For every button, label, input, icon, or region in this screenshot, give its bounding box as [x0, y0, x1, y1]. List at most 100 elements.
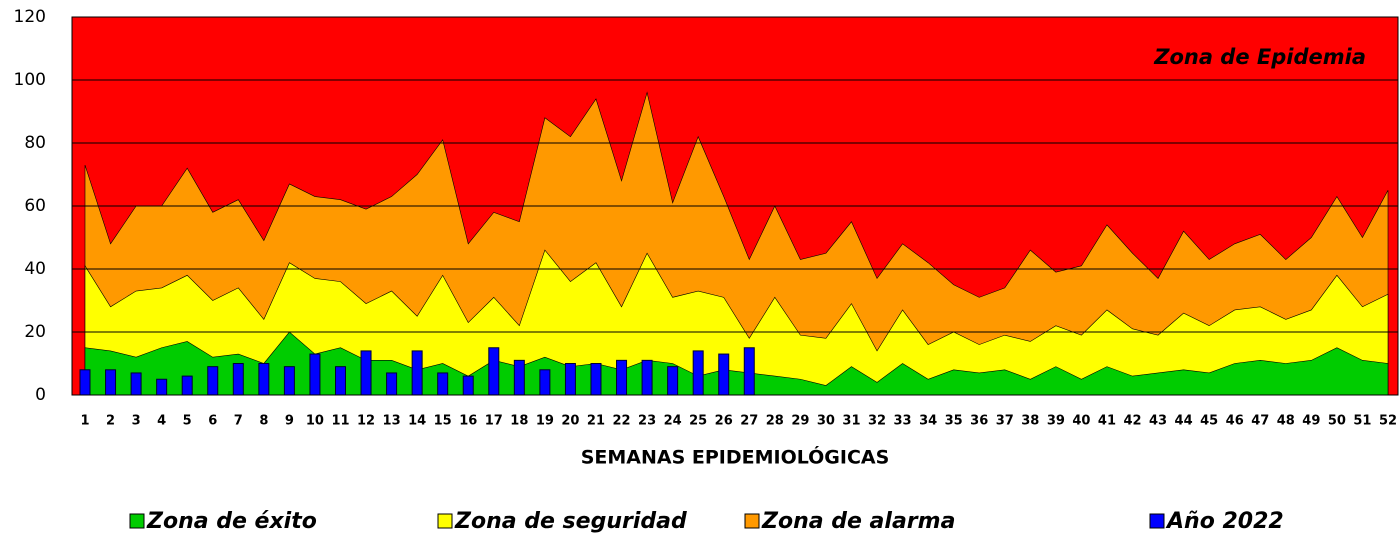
x-tick-label: 1: [80, 414, 89, 429]
x-tick-label: 18: [510, 414, 528, 429]
legend-swatch: [1149, 513, 1165, 529]
x-tick-label: 41: [1098, 414, 1116, 429]
bar: [130, 372, 142, 396]
bar: [156, 378, 168, 396]
bar: [258, 363, 270, 396]
bar: [539, 369, 551, 396]
bar: [718, 353, 730, 396]
y-tick-label: 120: [14, 7, 46, 27]
bar: [488, 347, 500, 396]
x-tick-label: 50: [1328, 414, 1346, 429]
y-tick-label: 100: [14, 70, 46, 90]
x-tick-label: 28: [766, 414, 784, 429]
x-tick-label: 7: [234, 414, 243, 429]
x-tick-label: 45: [1200, 414, 1218, 429]
x-axis-title: SEMANAS EPIDEMIOLÓGICAS: [581, 445, 890, 469]
bar: [79, 369, 91, 396]
x-tick-label: 19: [536, 414, 554, 429]
bar: [207, 366, 219, 396]
x-tick-label: 21: [587, 414, 605, 429]
x-tick-label: 29: [791, 414, 809, 429]
x-tick-label: 38: [1021, 414, 1039, 429]
y-tick-label: 60: [24, 196, 46, 216]
bar: [232, 363, 244, 396]
x-tick-label: 15: [434, 414, 452, 429]
x-tick-label: 14: [408, 414, 426, 429]
x-tick-label: 46: [1226, 414, 1244, 429]
x-tick-label: 39: [1047, 414, 1065, 429]
x-tick-label: 3: [132, 414, 141, 429]
bar: [641, 359, 653, 396]
x-tick-label: 2: [106, 414, 115, 429]
bar: [437, 372, 449, 396]
bar: [590, 363, 602, 396]
legend-label: Zona de alarma: [761, 509, 955, 534]
x-tick-label: 20: [561, 414, 579, 429]
legend-swatch: [129, 513, 145, 529]
x-tick-label: 49: [1302, 414, 1320, 429]
area: [84, 249, 1389, 396]
x-tick-label: 34: [919, 414, 937, 429]
x-tick-label: 40: [1072, 414, 1090, 429]
bar: [309, 353, 321, 396]
bar: [667, 366, 679, 396]
x-tick-label: 35: [945, 414, 963, 429]
x-tick-label: 12: [357, 414, 375, 429]
bar: [743, 347, 755, 396]
x-tick-label: 24: [664, 414, 682, 429]
x-tick-label: 44: [1175, 414, 1193, 429]
x-tick-label: 22: [612, 414, 630, 429]
x-tick-label: 27: [740, 414, 758, 429]
y-tick-label: 0: [35, 385, 46, 405]
bar: [692, 350, 704, 396]
x-tick-label: 26: [715, 414, 733, 429]
x-tick-label: 9: [285, 414, 294, 429]
bar: [105, 369, 117, 396]
x-tick-label: 17: [485, 414, 503, 429]
bar: [411, 350, 423, 396]
x-tick-label: 10: [306, 414, 324, 429]
x-tick-label: 37: [996, 414, 1014, 429]
bar: [564, 363, 576, 396]
legend-label: Año 2022: [1165, 509, 1284, 534]
x-tick-label: 23: [638, 414, 656, 429]
x-tick-label: 11: [331, 414, 349, 429]
x-tick-label: 32: [868, 414, 886, 429]
x-tick-label: 42: [1123, 414, 1141, 429]
x-tick-label: 4: [157, 414, 166, 429]
plot-area: [71, 16, 1399, 396]
x-tick-label: 47: [1251, 414, 1269, 429]
annotation: Zona de Epidemia: [1153, 45, 1366, 69]
bar: [462, 375, 474, 396]
bar: [513, 359, 525, 396]
x-tick-label: 13: [383, 414, 401, 429]
legend-swatch: [437, 513, 453, 529]
bar: [360, 350, 372, 396]
x-tick-label: 48: [1277, 414, 1295, 429]
plot-border: [71, 16, 1399, 396]
y-tick-label: 40: [24, 259, 46, 279]
legend-label: Zona de seguridad: [454, 509, 687, 534]
x-tick-label: 51: [1353, 414, 1371, 429]
y-tick-label: 80: [24, 133, 46, 153]
legend-label: Zona de éxito: [146, 509, 317, 534]
y-tick-label: 20: [24, 322, 46, 342]
bar: [616, 359, 628, 396]
x-tick-label: 30: [817, 414, 835, 429]
x-tick-label: 33: [894, 414, 912, 429]
legend-swatch: [744, 513, 760, 529]
bar: [283, 366, 295, 396]
x-tick-label: 16: [459, 414, 477, 429]
x-tick-label: 8: [259, 414, 268, 429]
x-tick-label: 25: [689, 414, 707, 429]
x-tick-label: 36: [970, 414, 988, 429]
x-tick-label: 52: [1379, 414, 1397, 429]
x-tick-label: 6: [208, 414, 217, 429]
x-tick-label: 31: [842, 414, 860, 429]
bar: [334, 366, 346, 396]
x-tick-label: 43: [1149, 414, 1167, 429]
bar: [181, 375, 193, 396]
bar: [386, 372, 398, 396]
x-tick-label: 5: [183, 414, 192, 429]
